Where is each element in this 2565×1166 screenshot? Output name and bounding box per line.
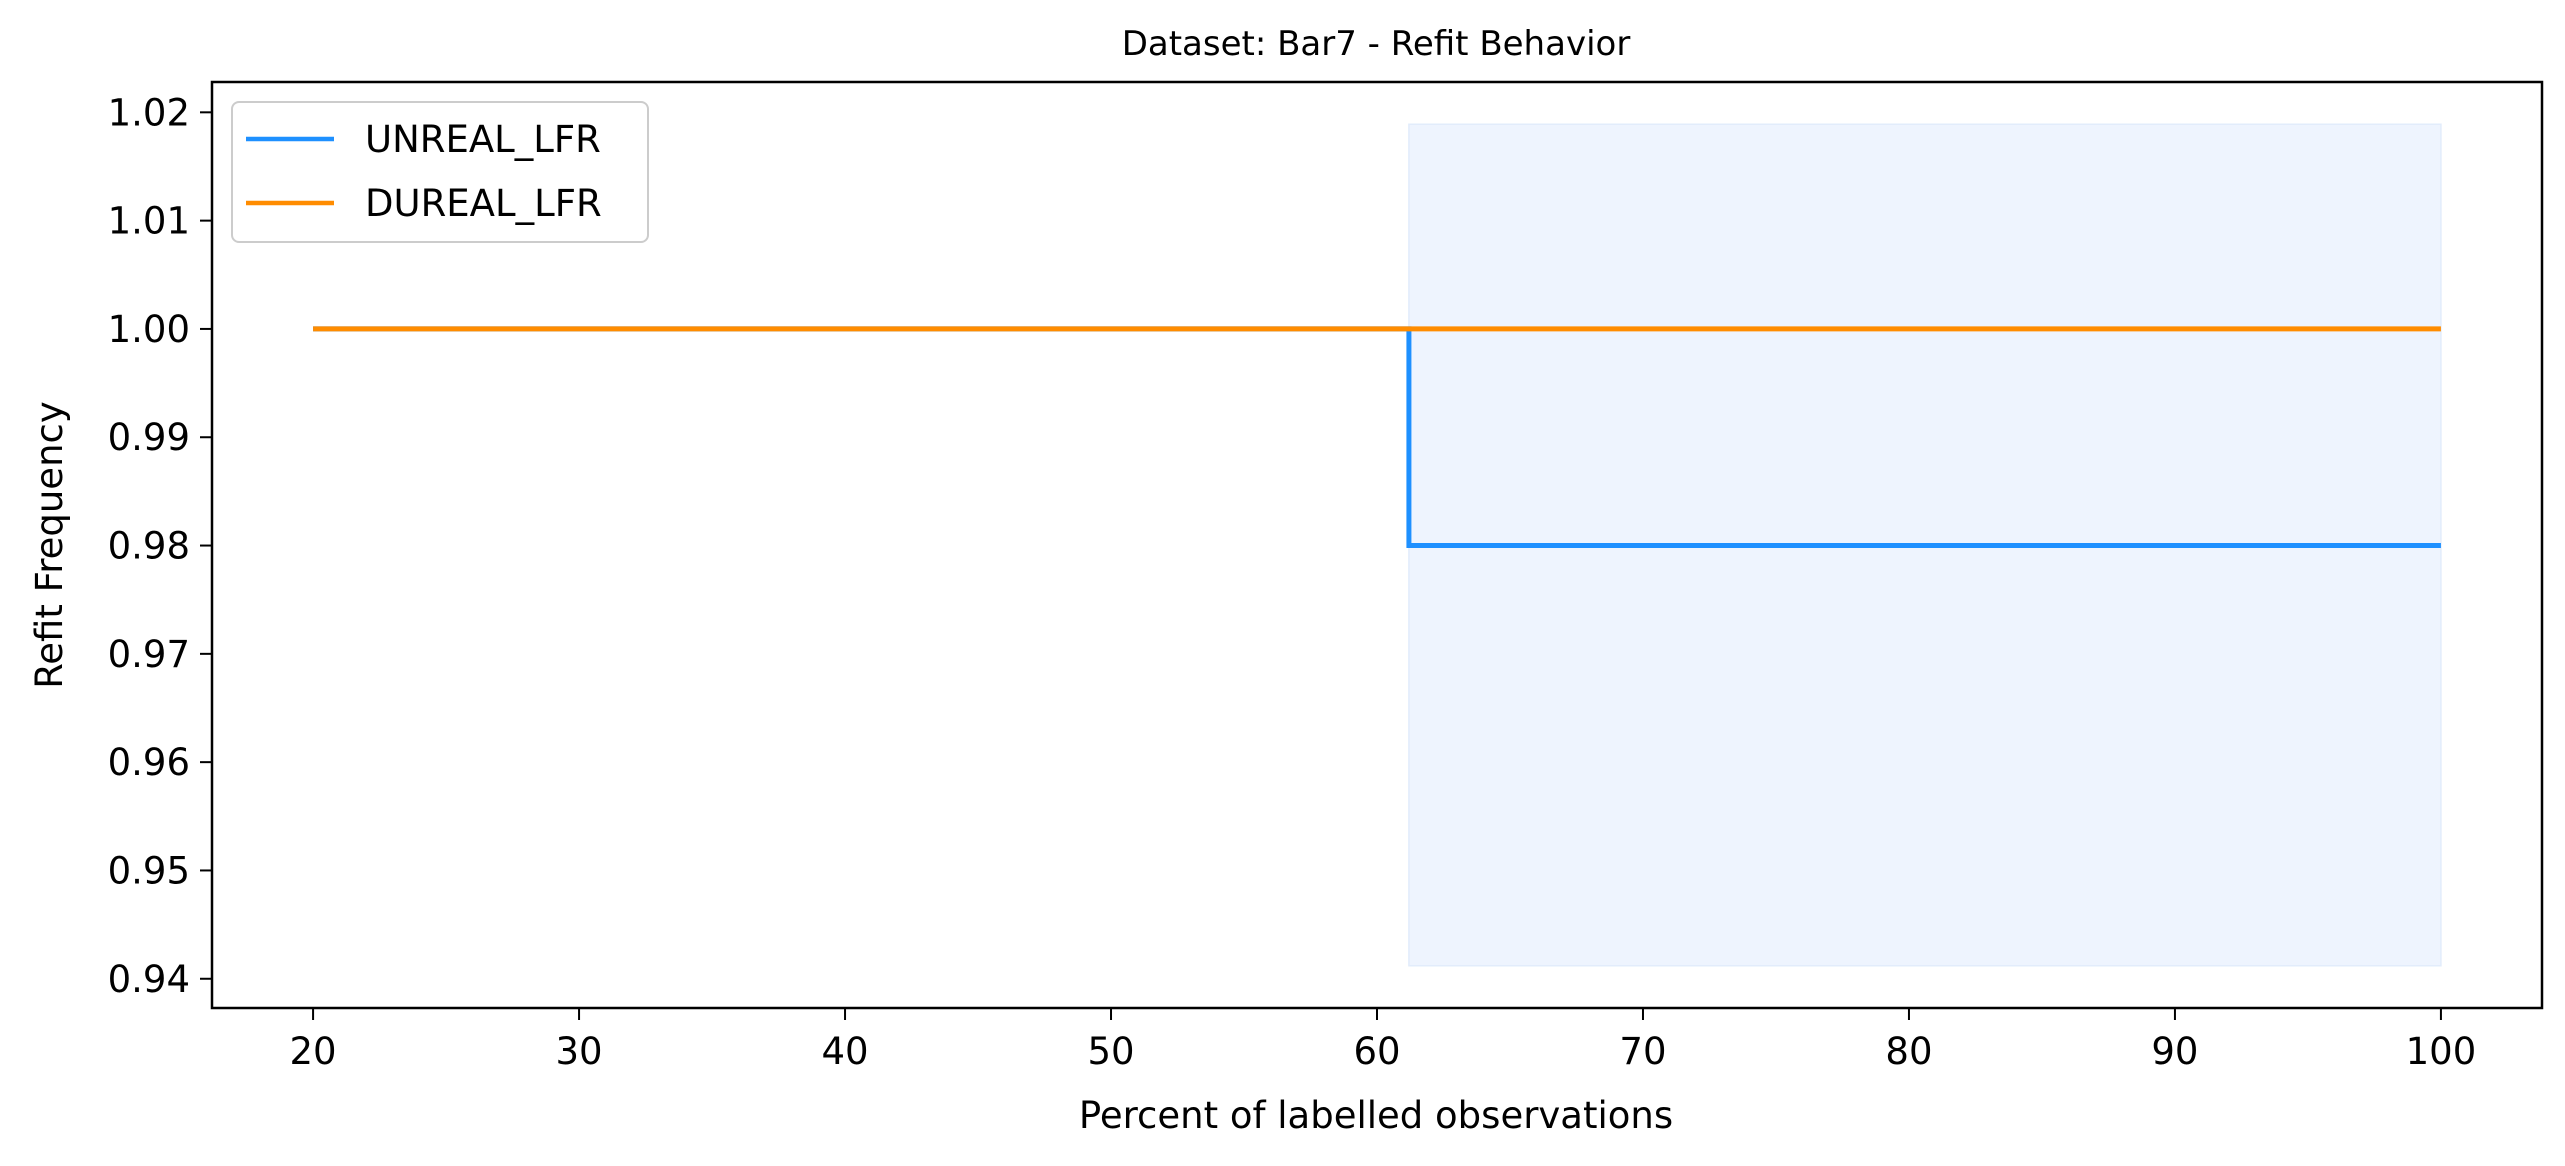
x-tick-label: 40 [821, 1030, 868, 1073]
x-tick-label: 50 [1087, 1030, 1134, 1073]
y-axis-label: Refit Frequency [28, 401, 71, 689]
x-tick-label: 30 [556, 1030, 603, 1073]
y-tick-label: 0.96 [108, 741, 190, 784]
legend-label-unreal-lfr: UNREAL_LFR [365, 118, 601, 161]
y-tick-label: 1.00 [108, 308, 190, 351]
chart-title: Dataset: Bar7 - Refit Behavior [1122, 24, 1631, 64]
x-axis-ticks: 20 30 40 50 60 70 80 90 100 [290, 1008, 2477, 1073]
x-tick-label: 20 [290, 1030, 337, 1073]
series-layer [313, 326, 2441, 549]
y-tick-label: 0.97 [108, 633, 190, 676]
y-tick-label: 1.02 [108, 91, 190, 134]
y-tick-label: 0.94 [108, 958, 190, 1001]
y-tick-label: 0.98 [108, 525, 190, 568]
legend-box [231, 101, 649, 243]
x-axis-label: Percent of labelled observations [1079, 1094, 1673, 1137]
y-axis-ticks: 0.94 0.95 0.96 0.97 0.98 0.99 1.00 1.01 1.02 [108, 91, 212, 1001]
x-tick-label: 70 [1619, 1030, 1666, 1073]
y-tick-label: 0.99 [108, 416, 190, 459]
legend-label-dureal-lfr: DUREAL_LFR [365, 182, 602, 225]
x-tick-label: 60 [1353, 1030, 1400, 1073]
x-tick-label: 100 [2406, 1030, 2477, 1073]
x-tick-label: 80 [1885, 1030, 1932, 1073]
legend: UNREAL_LFR DUREAL_LFR [231, 101, 649, 243]
y-tick-label: 1.01 [108, 200, 190, 243]
x-tick-label: 90 [2151, 1030, 2198, 1073]
y-tick-label: 0.95 [108, 849, 190, 892]
